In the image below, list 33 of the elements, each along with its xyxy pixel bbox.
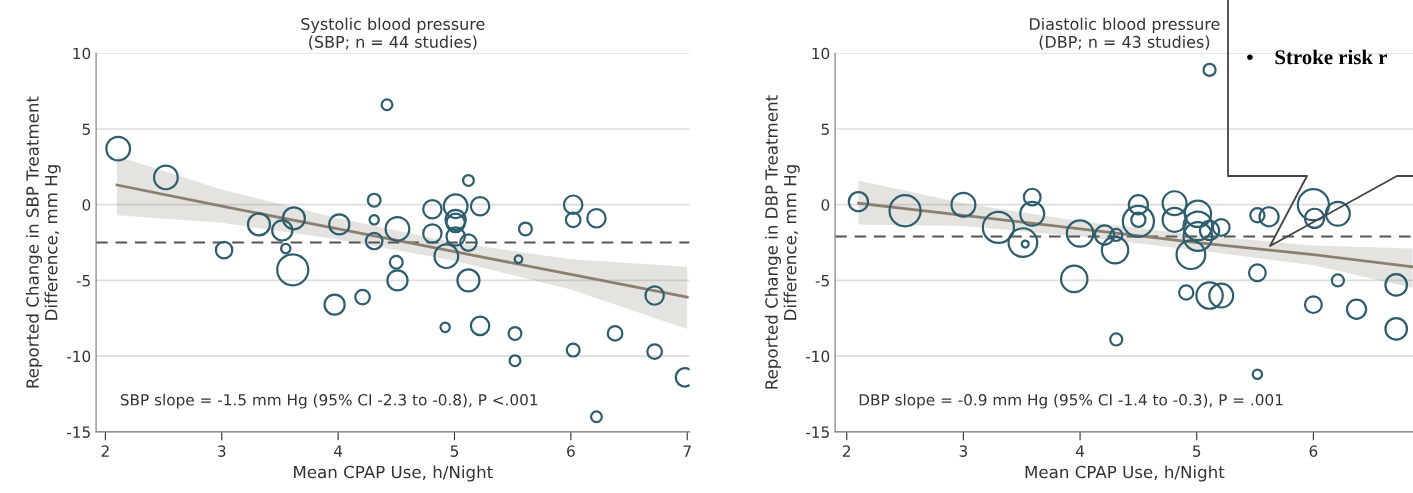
x-tick-label: 6 [1309,445,1318,457]
line-series [115,183,689,299]
y-tick-label: 10 [812,47,830,60]
x-tick-label: 3 [959,445,968,457]
y-tick-label: 10 [73,47,91,60]
y-tick-label: 5 [82,123,90,135]
x-tick-label: 4 [1075,445,1085,457]
annotation: DBP slope = -0.9 mm Hg (95% CI -1.4 to -0.3), P = .001 [859,393,1283,409]
x-tick-label: 2 [101,445,109,457]
y-tick-label: 0 [82,199,91,211]
chart-title: Diastolic blood pressure (DBP; n = 43 studies) [1030,17,1220,50]
x-tick-label: 5 [1193,445,1201,457]
x-tick-label: 3 [218,445,226,457]
x-tick-label: 7 [683,445,691,457]
y-tick-label: -5 [815,275,829,287]
y-tick-label: -10 [67,350,91,363]
y-tick-label: -15 [806,426,829,438]
y-tick-label: -10 [806,350,830,363]
x-tick-label: 5 [450,445,459,457]
x-tick-label: 6 [567,445,575,457]
annotation: • Stroke risk r [1247,49,1387,65]
y-axis-title: Reported Change in DBP Treatment Difference, mm Hg [764,95,800,389]
y-tick-label: 0 [821,199,830,211]
y-tick-label: -15 [67,426,90,438]
y-tick-label: -5 [76,275,90,287]
y-axis-title: Reported Change in SBP Treatment Difference, mm Hg [25,96,61,388]
x-tick-label: 4 [334,445,343,457]
x-axis-title: Mean CPAP Use, h/Night [294,465,493,482]
chart-title: Systolic blood pressure (SBP; n = 44 studies) [301,17,485,50]
y-tick-label: 5 [821,123,829,135]
annotation: SBP slope = -1.5 mm Hg (95% CI -2.3 to -0.8), P <.001 [120,393,538,409]
x-tick-label: 2 [843,445,851,457]
x-axis-title: Mean CPAP Use, h/Night [1025,465,1225,482]
